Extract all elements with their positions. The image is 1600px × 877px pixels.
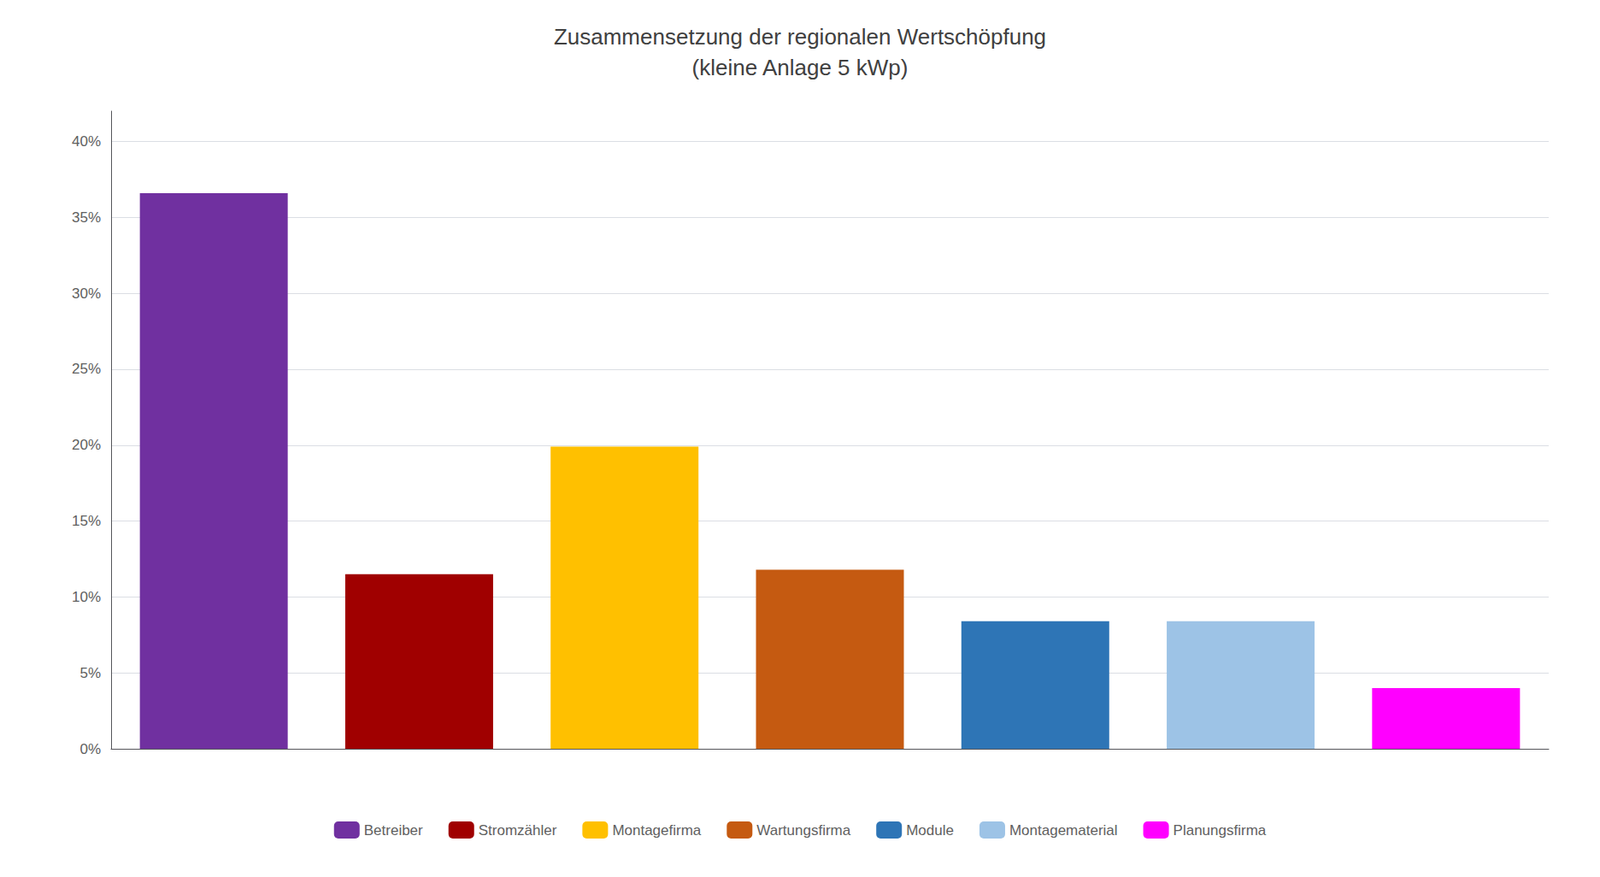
svg-text:Planungsfirma: Planungsfirma — [1173, 822, 1267, 839]
svg-text:40%: 40% — [71, 133, 101, 150]
svg-text:Montagematerial: Montagematerial — [1009, 822, 1118, 839]
svg-text:35%: 35% — [71, 209, 101, 226]
svg-text:Wartungsfirma: Wartungsfirma — [756, 822, 851, 839]
svg-text:Module: Module — [905, 822, 954, 839]
svg-text:Stromzähler: Stromzähler — [478, 822, 558, 839]
svg-text:5%: 5% — [79, 664, 101, 682]
svg-text:Montagefirma: Montagefirma — [611, 822, 701, 839]
svg-text:10%: 10% — [71, 588, 101, 606]
svg-text:20%: 20% — [71, 436, 101, 453]
svg-text:Betreiber: Betreiber — [364, 822, 424, 839]
svg-text:0%: 0% — [79, 741, 101, 758]
svg-text:Zusammensetzung der regionalen: Zusammensetzung der regionalen Wertschöp… — [553, 23, 1047, 50]
svg-text:25%: 25% — [71, 360, 101, 377]
svg-text:30%: 30% — [71, 285, 101, 302]
svg-text:(kleine Anlage 5 kWp): (kleine Anlage 5 kWp) — [692, 54, 909, 81]
svg-text:15%: 15% — [71, 512, 101, 530]
